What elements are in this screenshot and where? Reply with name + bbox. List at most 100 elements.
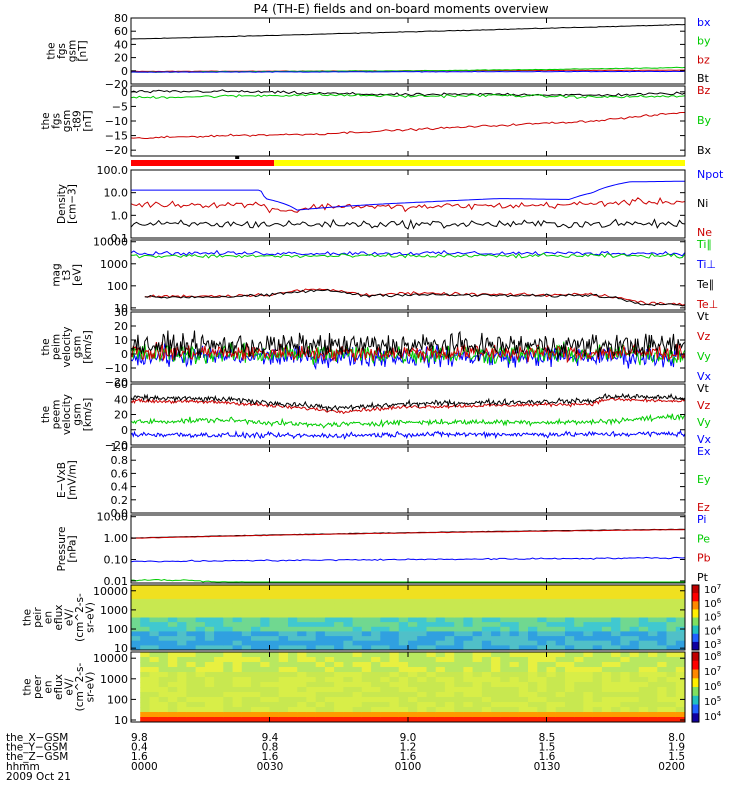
spectrogram-cell [509,603,520,609]
spectrogram-cell [546,672,557,678]
spectrogram-cell [260,682,270,688]
spectrogram-cell [398,612,409,618]
spectrogram-cell [435,585,446,591]
y-axis-title-line: peim [51,334,63,360]
spectrogram-cell [509,662,520,668]
spectrogram-cell [251,585,261,591]
y-axis-title-line: (cm^2-s- [74,662,86,711]
spectrogram-cell [352,598,363,604]
spectrogram-cell [481,585,492,591]
spectrogram-cell [131,631,141,637]
spectrogram-cell [583,652,594,658]
spectrogram-cell [398,682,409,688]
spectrogram-cell [204,672,215,678]
spectrogram-cell [463,631,474,637]
spectrogram-cell [417,612,427,618]
spectrogram-cell [186,622,197,628]
spectrogram-cell [528,652,538,658]
spectrogram-cell [435,667,446,673]
spectrogram-cell [186,707,197,713]
spectrogram-cell [260,702,270,708]
spectrogram-cell [629,717,640,723]
spectrogram-cell [167,594,178,600]
spectrogram-cell [546,622,557,628]
spectrogram-cell [638,692,649,698]
spectrogram-cell [537,585,547,591]
spectrogram-cell [140,598,150,604]
spectrogram-cell [251,712,261,718]
spectrogram-cell [555,585,566,591]
spectrogram-cell [297,594,307,600]
spectrogram-cell [278,585,289,591]
spectrogram-cell [352,657,363,663]
spectrogram-cell [408,598,418,604]
spectrogram-cell [389,657,400,663]
spectrogram-cell [389,717,400,723]
spectrogram-cell [620,598,631,604]
spectrogram-cell [611,636,621,642]
spectrogram-cell [565,603,575,609]
spectrogram-cell [241,687,252,693]
spectrogram-cell [232,707,243,713]
spectrogram-cell [472,692,483,698]
spectrogram-cell [140,622,150,628]
y-tick-label: 10000 [93,236,128,249]
spectrogram-cell [195,702,206,708]
spectrogram-cell [537,612,547,618]
spectrogram-cell [260,697,270,703]
spectrogram-cell [260,636,270,642]
spectrogram-cell [444,612,455,618]
spectrogram-cell [149,667,160,673]
spectrogram-cell [334,617,344,623]
spectrogram-cell [371,697,381,703]
spectrogram-cell [546,612,557,618]
spectrogram-cell [232,652,243,658]
spectrogram-cell [611,672,621,678]
spectrogram-cell [297,707,307,713]
spectrogram-cell [648,608,658,614]
spectrogram-cell [601,672,612,678]
spectrogram-cell [232,594,243,600]
spectrogram-cell [574,589,584,595]
spectrogram-cell [638,672,649,678]
legend-entry-Te⊥: Te⊥ [696,298,718,311]
spectrogram-cell [592,631,603,637]
spectrogram-cell [444,598,455,604]
spectrogram-cell [195,594,206,600]
spectrogram-cell [463,626,474,632]
spectrogram-cell [352,662,363,668]
spectrogram-cell [592,712,603,718]
spectrogram-cell [491,717,501,723]
spectrogram-cell [343,692,354,698]
spectrogram-cell [352,640,363,646]
spectrogram-cell [629,589,640,595]
spectrogram-cell [666,640,677,646]
spectrogram-cell [140,717,150,723]
spectrogram-cell [306,603,317,609]
spectrogram-cell [666,667,677,673]
spectrogram-cell [675,608,686,614]
y-tick-label: 100 [107,693,128,706]
spectrogram-cell [481,667,492,673]
spectrogram-cell [288,626,298,632]
spectrogram-cell [380,677,390,683]
spectrogram-cell [131,598,141,604]
spectrogram-cell [380,585,390,591]
spectrogram-cell [214,617,224,623]
spectrogram-cell [158,677,169,683]
spectrogram-cell [380,603,390,609]
spectrogram-cell [546,589,557,595]
spectrogram-cell [417,589,427,595]
spectrogram-cell [334,603,344,609]
spectrogram-cell [500,598,510,604]
spectrogram-cell [491,687,501,693]
spectrogram-cell [472,677,483,683]
spectrogram-cell [537,626,547,632]
spectrogram-cell [297,612,307,618]
spectrogram-cell [574,697,584,703]
